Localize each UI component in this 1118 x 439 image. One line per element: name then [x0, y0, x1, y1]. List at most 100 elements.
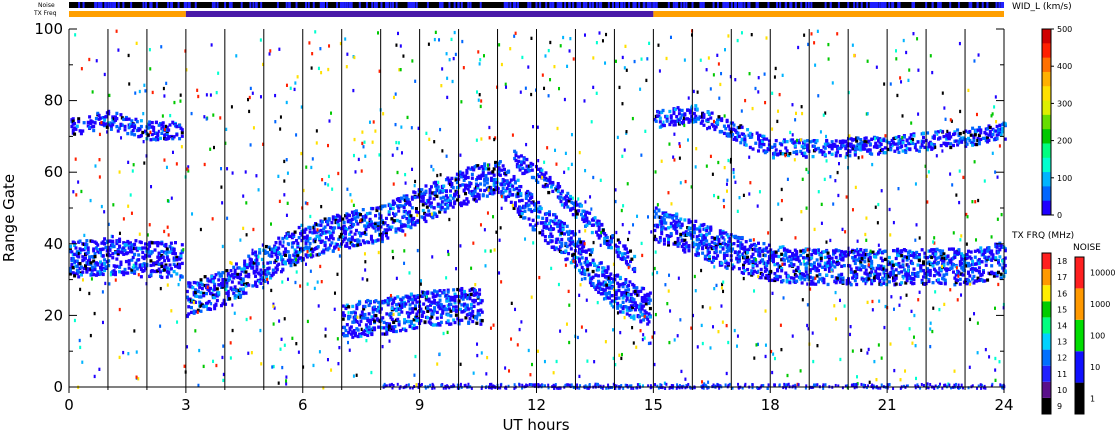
noise-bar-tick: [878, 2, 881, 8]
echo-cell: [782, 140, 786, 144]
echo-cell: [513, 149, 517, 153]
echo-cell: [475, 321, 479, 325]
echo-cell: [412, 323, 416, 327]
echo-cell: [732, 265, 736, 269]
echo-cell: [583, 272, 587, 276]
echo-cell: [455, 190, 459, 195]
echo-cell: [373, 305, 377, 309]
echo-cell: [995, 124, 999, 129]
echo-cell: [677, 112, 681, 116]
echo-cell: [671, 119, 675, 123]
echo-cell: [85, 270, 89, 274]
echo-cell: [893, 149, 897, 153]
noise-bar-tick: [638, 2, 641, 8]
echo-cell: [299, 256, 303, 260]
echo-cell: [632, 317, 636, 321]
echo-cell: [859, 138, 863, 142]
echo-cell: [972, 138, 976, 143]
echo-cell: [876, 264, 880, 268]
txfreq-bar-segment: [185, 11, 654, 17]
echo-cell: [931, 264, 935, 268]
echo-cell: [605, 239, 609, 244]
echo-cell: [577, 257, 581, 261]
echo-cell: [424, 201, 428, 206]
echo-cell: [579, 262, 583, 266]
echo-cell: [806, 273, 810, 277]
echo-cell: [878, 248, 882, 252]
echo-cell: [403, 318, 407, 322]
echo-cell: [686, 117, 690, 121]
echo-cell: [812, 261, 816, 265]
echo-cell: [736, 131, 740, 135]
echo-cell: [263, 251, 267, 255]
echo-cell: [590, 230, 594, 235]
echo-cell: [622, 294, 626, 298]
echo-cell: [812, 144, 816, 149]
echo-cell: [803, 277, 807, 282]
echo-cell: [791, 138, 795, 142]
echo-cell: [149, 263, 153, 268]
echo-cell: [735, 138, 739, 142]
echo-cell: [812, 138, 816, 143]
echo-cell: [819, 253, 823, 257]
noise-bar-tick: [336, 2, 339, 8]
echo-cell: [107, 259, 111, 263]
echo-cell: [688, 226, 692, 231]
echo-cell: [904, 150, 908, 155]
echo-cell: [69, 269, 72, 273]
noise-bar-tick: [211, 2, 214, 8]
txfreq-status-bar: [69, 11, 1004, 17]
echo-cell: [428, 303, 432, 307]
echo-cell: [806, 275, 810, 279]
echo-cell: [355, 306, 359, 311]
echo-cell: [966, 261, 970, 266]
echo-cell: [394, 303, 398, 307]
noise-bar-tick: [743, 2, 746, 8]
echo-cell: [465, 168, 469, 173]
echo-cell: [799, 253, 803, 258]
noise-bar-tick: [734, 2, 737, 8]
echo-cell: [800, 276, 804, 280]
echo-cell: [178, 266, 182, 270]
echo-cell: [204, 304, 208, 308]
echo-cell: [957, 250, 961, 255]
echo-cell: [173, 264, 177, 268]
echo-cell: [657, 114, 661, 118]
echo-cell: [947, 247, 951, 251]
echo-cell: [439, 196, 443, 200]
echo-cell: [582, 240, 586, 244]
echo-cell: [618, 310, 622, 314]
echo-cell: [938, 136, 942, 140]
echo-cell: [908, 249, 912, 253]
echo-cell: [439, 313, 443, 317]
echo-cell: [160, 242, 164, 246]
echo-cell: [941, 256, 945, 260]
echo-cell: [613, 278, 617, 282]
echo-cell: [398, 219, 402, 224]
echo-cell: [416, 195, 420, 199]
echo-cell: [942, 263, 946, 268]
echo-cell: [330, 234, 334, 238]
echo-cell: [349, 325, 353, 329]
echo-cell: [853, 153, 857, 157]
echo-cell: [353, 311, 357, 315]
echo-cell: [994, 242, 998, 246]
noise-bar-tick: [224, 2, 227, 8]
echo-cell: [946, 262, 950, 266]
echo-cell: [879, 264, 883, 268]
echo-cell: [900, 144, 904, 149]
echo-cell: [668, 109, 672, 114]
echo-cell: [926, 148, 930, 152]
echo-cell: [917, 253, 921, 257]
echo-cell: [266, 261, 270, 265]
echo-cell: [371, 317, 375, 322]
echo-cell: [961, 265, 965, 269]
noise-bar-tick: [130, 2, 133, 8]
echo-cell: [713, 236, 717, 240]
echo-cell: [408, 202, 412, 207]
echo-cell: [853, 278, 857, 283]
echo-cell: [439, 207, 443, 212]
echo-cell: [501, 186, 505, 191]
echo-cell: [586, 268, 590, 272]
echo-cell: [639, 302, 643, 306]
